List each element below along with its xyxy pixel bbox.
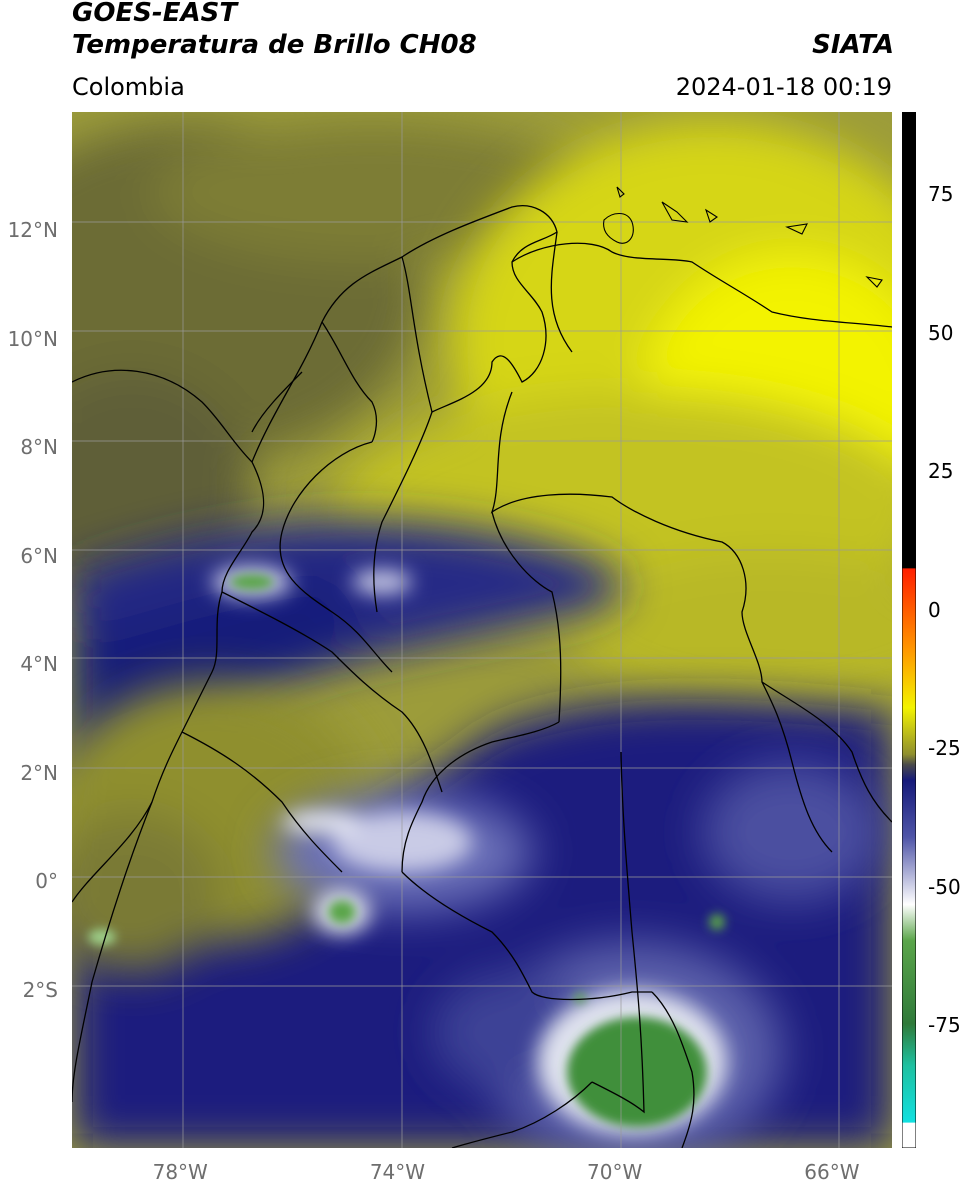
lat-tick-label: 2°N	[20, 760, 58, 785]
coastlines-borders	[72, 205, 892, 1148]
lon-tick-label: 74°W	[369, 1160, 426, 1184]
lat-tick-label: 2°S	[22, 977, 58, 1002]
agency-title: SIATA	[812, 30, 894, 60]
colorbar-tick-label: -50	[928, 874, 961, 899]
temperature-field	[72, 112, 892, 1148]
lat-tick-label: 10°N	[7, 326, 58, 351]
datetime-label: 2024-01-18 00:19	[675, 73, 892, 101]
lat-tick-label: 12°N	[7, 218, 58, 243]
lon-tick-label: 78°W	[152, 1160, 208, 1184]
islands	[603, 186, 883, 288]
lon-tick-label: 70°W	[587, 1160, 643, 1184]
colorbar-tick-label: -75	[928, 1013, 961, 1038]
colorbar-tick-label: 0	[928, 597, 941, 622]
colorbar	[902, 112, 916, 1148]
colorbar-tick-label: 75	[928, 182, 954, 207]
colorbar-tick-label: -25	[928, 736, 961, 761]
product-title: Temperatura de Brillo CH08	[72, 30, 477, 60]
lat-tick-label: 6°N	[20, 543, 58, 568]
lon-tick-label: 66°W	[804, 1160, 860, 1184]
graticule	[72, 112, 892, 1148]
lat-tick-label: 4°N	[20, 652, 58, 677]
region-label: Colombia	[72, 73, 185, 101]
satellite-title: GOES-EAST	[72, 0, 238, 28]
lat-tick-label: 0°	[35, 869, 58, 894]
lat-tick-label: 8°N	[20, 435, 58, 460]
colorbar-tick-label: 50	[928, 320, 954, 345]
brightness-temperature-map	[72, 112, 892, 1148]
colorbar-tick-label: 25	[928, 459, 954, 484]
